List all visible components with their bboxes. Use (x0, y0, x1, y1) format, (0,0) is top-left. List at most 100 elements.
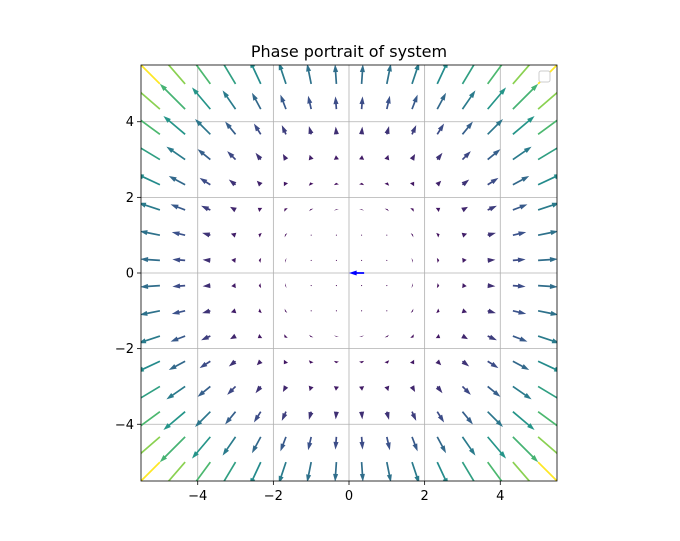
field-arrow (359, 126, 365, 135)
field-arrow (436, 65, 448, 85)
field-arrow (512, 309, 527, 315)
field-arrow (250, 461, 262, 481)
field-arrow (258, 232, 262, 238)
field-arrow (436, 92, 447, 110)
field-arrow (141, 410, 161, 427)
field-arrow (309, 334, 314, 338)
field-arrow (486, 461, 503, 481)
field-arrow (166, 146, 186, 161)
field-arrow (461, 333, 468, 340)
highlight-vector-group (349, 270, 365, 276)
field-arrow (409, 181, 415, 187)
x-tick-label: 0 (345, 489, 353, 504)
field-arrow (255, 385, 263, 394)
field-arrow (282, 385, 289, 392)
field-arrow (333, 360, 339, 364)
field-arrow (141, 202, 161, 211)
field-arrow (486, 65, 503, 85)
field-arrow (461, 359, 470, 367)
field-arrow (141, 436, 161, 455)
field-arrow (195, 411, 211, 427)
field-arrow (227, 151, 237, 161)
field-arrow (487, 334, 497, 341)
field-arrow (284, 308, 288, 313)
field-arrow (221, 65, 237, 85)
field-arrow (359, 96, 365, 110)
field-arrow (359, 209, 365, 211)
field-arrow (307, 95, 313, 110)
field-arrow (284, 334, 288, 338)
field-arrow (141, 360, 161, 372)
field-arrow (359, 386, 365, 391)
field-arrow (166, 385, 186, 400)
field-arrow (333, 155, 339, 160)
field-arrow (512, 411, 535, 431)
field-arrow (141, 385, 161, 401)
field-arrow (487, 283, 496, 289)
field-arrow (141, 335, 161, 344)
field-arrow (333, 65, 339, 84)
field-arrow (537, 309, 557, 316)
field-arrow (258, 257, 262, 263)
field-arrow (411, 283, 413, 289)
field-arrow (284, 233, 288, 238)
field-arrow (461, 90, 476, 110)
x-tick-label: −2 (264, 489, 283, 504)
x-tick-label: −4 (188, 489, 207, 504)
field-arrow (222, 90, 237, 110)
field-arrow (308, 126, 314, 135)
field-arrow (487, 149, 501, 161)
field-arrow (310, 285, 312, 287)
field-arrow (308, 182, 314, 186)
field-arrow (257, 333, 263, 339)
field-arrow (141, 461, 161, 481)
field-arrow (537, 174, 557, 186)
field-arrow (333, 436, 339, 450)
field-arrow (230, 308, 237, 314)
field-arrow (462, 283, 467, 289)
field-arrow (284, 208, 288, 212)
field-arrow (487, 205, 497, 212)
field-arrow (461, 232, 468, 238)
field-arrow (141, 174, 161, 186)
field-arrow (461, 461, 477, 481)
chart-title: Phase portrait of system (251, 42, 447, 61)
field-arrow (159, 436, 186, 463)
field-arrow (333, 386, 339, 391)
axis-ticks: −4 −2 0 2 4 −4 −2 0 2 4 (115, 115, 505, 504)
field-arrow (512, 115, 535, 135)
field-arrow (435, 385, 443, 394)
field-arrow (333, 126, 339, 135)
field-arrow (333, 411, 339, 420)
field-arrow (487, 232, 496, 238)
field-arrow (411, 436, 418, 452)
y-tick-label: 0 (126, 267, 134, 282)
field-arrow (538, 283, 557, 289)
field-arrow (278, 461, 287, 481)
field-arrow (230, 206, 237, 213)
field-arrow (191, 436, 211, 459)
field-arrow (191, 87, 211, 110)
field-arrow (168, 360, 186, 371)
field-arrow (461, 308, 468, 314)
field-arrow (385, 436, 391, 451)
field-arrow (409, 385, 416, 392)
field-arrow (384, 334, 389, 338)
y-tick-label: 4 (126, 115, 134, 130)
field-arrow (436, 411, 445, 423)
field-arrow (410, 125, 417, 135)
field-arrow (410, 411, 417, 421)
field-arrow (435, 207, 441, 213)
field-arrow (512, 175, 530, 186)
field-arrow (253, 123, 262, 135)
field-arrow (487, 360, 499, 369)
field-arrow (163, 115, 186, 135)
field-arrow (285, 257, 287, 263)
field-arrow (537, 335, 557, 344)
vector-field (141, 65, 557, 481)
field-arrow (170, 335, 186, 342)
field-arrow (230, 232, 237, 238)
field-arrow (384, 360, 390, 364)
field-arrow (308, 360, 314, 364)
field-arrow (512, 146, 532, 161)
